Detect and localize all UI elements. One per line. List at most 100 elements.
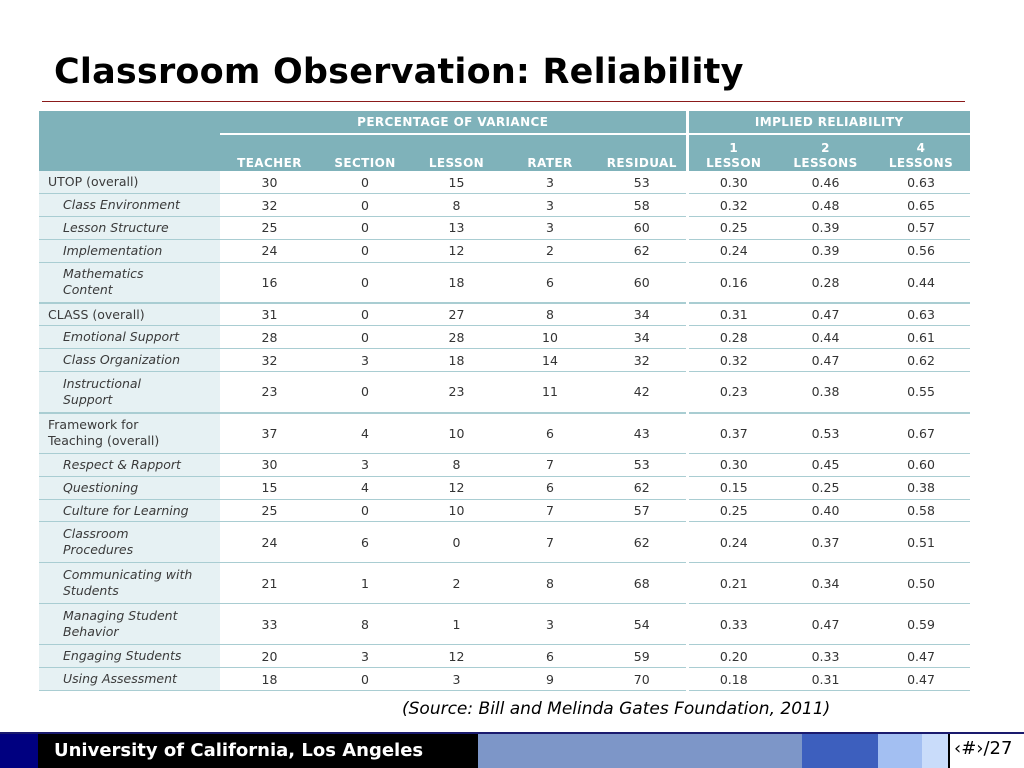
- column-header-text: LESSON: [706, 156, 762, 170]
- reliability-table: PERCENTAGE OF VARIANCE IMPLIED RELIABILI…: [39, 111, 970, 692]
- variance-cell: 0: [319, 216, 411, 240]
- variance-cell: 9: [502, 667, 598, 692]
- header-corner: [39, 111, 220, 171]
- reliability-cell: 0.15: [685, 476, 779, 500]
- row-label-text: Emotional Support: [63, 329, 180, 345]
- reliability-cell: 0.50: [872, 562, 970, 605]
- variance-cell: 8: [319, 603, 411, 646]
- variance-cell: 12: [411, 476, 502, 500]
- variance-cell: 8: [502, 302, 598, 327]
- reliability-cell: 0.53: [779, 411, 872, 455]
- group-header-row: PERCENTAGE OF VARIANCE IMPLIED RELIABILI…: [39, 111, 970, 171]
- variance-cell: 6: [502, 411, 598, 455]
- reliability-cell: 0.63: [872, 302, 970, 327]
- row-label: Communicating with Students: [39, 562, 220, 605]
- row-label-text: Questioning: [63, 479, 139, 495]
- reliability-cell: 0.28: [779, 262, 872, 304]
- column-header: 4 LESSONS: [872, 134, 970, 171]
- variance-cell: 3: [502, 193, 598, 218]
- variance-cell: 20: [220, 644, 319, 669]
- row-label-text: Using Assessment: [63, 671, 177, 687]
- reliability-cell: 0.18: [685, 667, 779, 692]
- reliability-cell: 0.61: [872, 325, 970, 350]
- variance-cell: 25: [220, 499, 319, 523]
- table-row: CLASS (overall) 31 0 27 8 34 0.31 0.47 0.63: [39, 302, 970, 327]
- row-label: Class Organization: [39, 348, 220, 373]
- row-label-text: Behavior: [63, 624, 119, 640]
- row-label-text: Class Environment: [63, 197, 180, 213]
- reliability-cell: 0.25: [779, 476, 872, 500]
- variance-cell: 18: [411, 348, 502, 373]
- row-label: Classroom Procedures: [39, 521, 220, 564]
- row-label: Framework for Teaching (overall): [39, 411, 220, 455]
- reliability-cell: 0.34: [779, 562, 872, 605]
- variance-cell: 10: [411, 499, 502, 523]
- variance-cell: 30: [220, 171, 319, 195]
- reliability-cell: 0.25: [685, 216, 779, 240]
- variance-cell: 11: [502, 371, 598, 414]
- row-label-text: Support: [63, 391, 113, 407]
- variance-cell: 24: [220, 521, 319, 564]
- variance-cell: 18: [220, 667, 319, 692]
- column-header: 2 LESSONS: [779, 134, 872, 171]
- row-label-text: Implementation: [63, 242, 163, 258]
- reliability-cell: 0.51: [872, 521, 970, 564]
- reliability-cell: 0.46: [779, 171, 872, 195]
- variance-cell: 60: [598, 262, 687, 304]
- row-label: Managing Student Behavior: [39, 603, 220, 646]
- variance-cell: 3: [319, 644, 411, 669]
- column-header-text: RATER: [527, 156, 573, 170]
- reliability-cell: 0.47: [872, 644, 970, 669]
- variance-cell: 32: [220, 193, 319, 218]
- table-row: Questioning 15 4 12 6 62 0.15 0.25 0.38: [39, 476, 970, 500]
- column-header-text: RESIDUAL: [606, 156, 677, 170]
- table-row: Mathematics Content 16 0 18 6 60 0.16 0.28 0.44: [39, 262, 970, 304]
- reliability-cell: 0.47: [779, 348, 872, 373]
- variance-cell: 0: [319, 302, 411, 327]
- row-label: CLASS (overall): [39, 302, 220, 327]
- variance-cell: 13: [411, 216, 502, 240]
- column-header-text: 2: [821, 141, 830, 155]
- variance-cell: 68: [598, 562, 687, 605]
- reliability-cell: 0.48: [779, 193, 872, 218]
- row-label: Culture for Learning: [39, 499, 220, 523]
- reliability-cell: 0.33: [779, 644, 872, 669]
- column-header: TEACHER: [220, 134, 319, 171]
- variance-cell: 32: [598, 348, 687, 373]
- reliability-cell: 0.31: [779, 667, 872, 692]
- variance-cell: 3: [502, 603, 598, 646]
- row-label: Class Environment: [39, 193, 220, 218]
- row-label: Questioning: [39, 476, 220, 500]
- variance-cell: 16: [220, 262, 319, 304]
- variance-cell: 12: [411, 239, 502, 263]
- variance-cell: 7: [502, 521, 598, 564]
- footer-segment-light-blue: [878, 734, 922, 768]
- variance-cell: 23: [411, 371, 502, 414]
- variance-cell: 42: [598, 371, 687, 414]
- variance-cell: 31: [220, 302, 319, 327]
- variance-cell: 25: [220, 216, 319, 240]
- footer-segment-black: [38, 734, 478, 768]
- variance-cell: 28: [411, 325, 502, 350]
- row-label-text: Managing Student: [63, 608, 178, 624]
- variance-cell: 62: [598, 476, 687, 500]
- row-label-text: Communicating with: [63, 567, 193, 583]
- table-row: Lesson Structure 25 0 13 3 60 0.25 0.39 0.57: [39, 216, 970, 240]
- reliability-cell: 0.30: [685, 171, 779, 195]
- reliability-cell: 0.55: [872, 371, 970, 414]
- variance-cell: 37: [220, 411, 319, 455]
- column-header: 1 LESSON: [685, 134, 779, 171]
- column-header-text: LESSONS: [793, 156, 858, 170]
- row-label-text: Students: [63, 583, 119, 599]
- row-label: UTOP (overall): [39, 171, 220, 195]
- variance-cell: 62: [598, 521, 687, 564]
- variance-cell: 14: [502, 348, 598, 373]
- row-label: Mathematics Content: [39, 262, 220, 304]
- source-citation: (Source: Bill and Melinda Gates Foundati…: [402, 699, 831, 719]
- variance-cell: 58: [598, 193, 687, 218]
- reliability-cell: 0.20: [685, 644, 779, 669]
- variance-cell: 24: [220, 239, 319, 263]
- column-header-text: TEACHER: [237, 156, 302, 170]
- row-label-text: Culture for Learning: [63, 502, 189, 518]
- variance-cell: 0: [319, 193, 411, 218]
